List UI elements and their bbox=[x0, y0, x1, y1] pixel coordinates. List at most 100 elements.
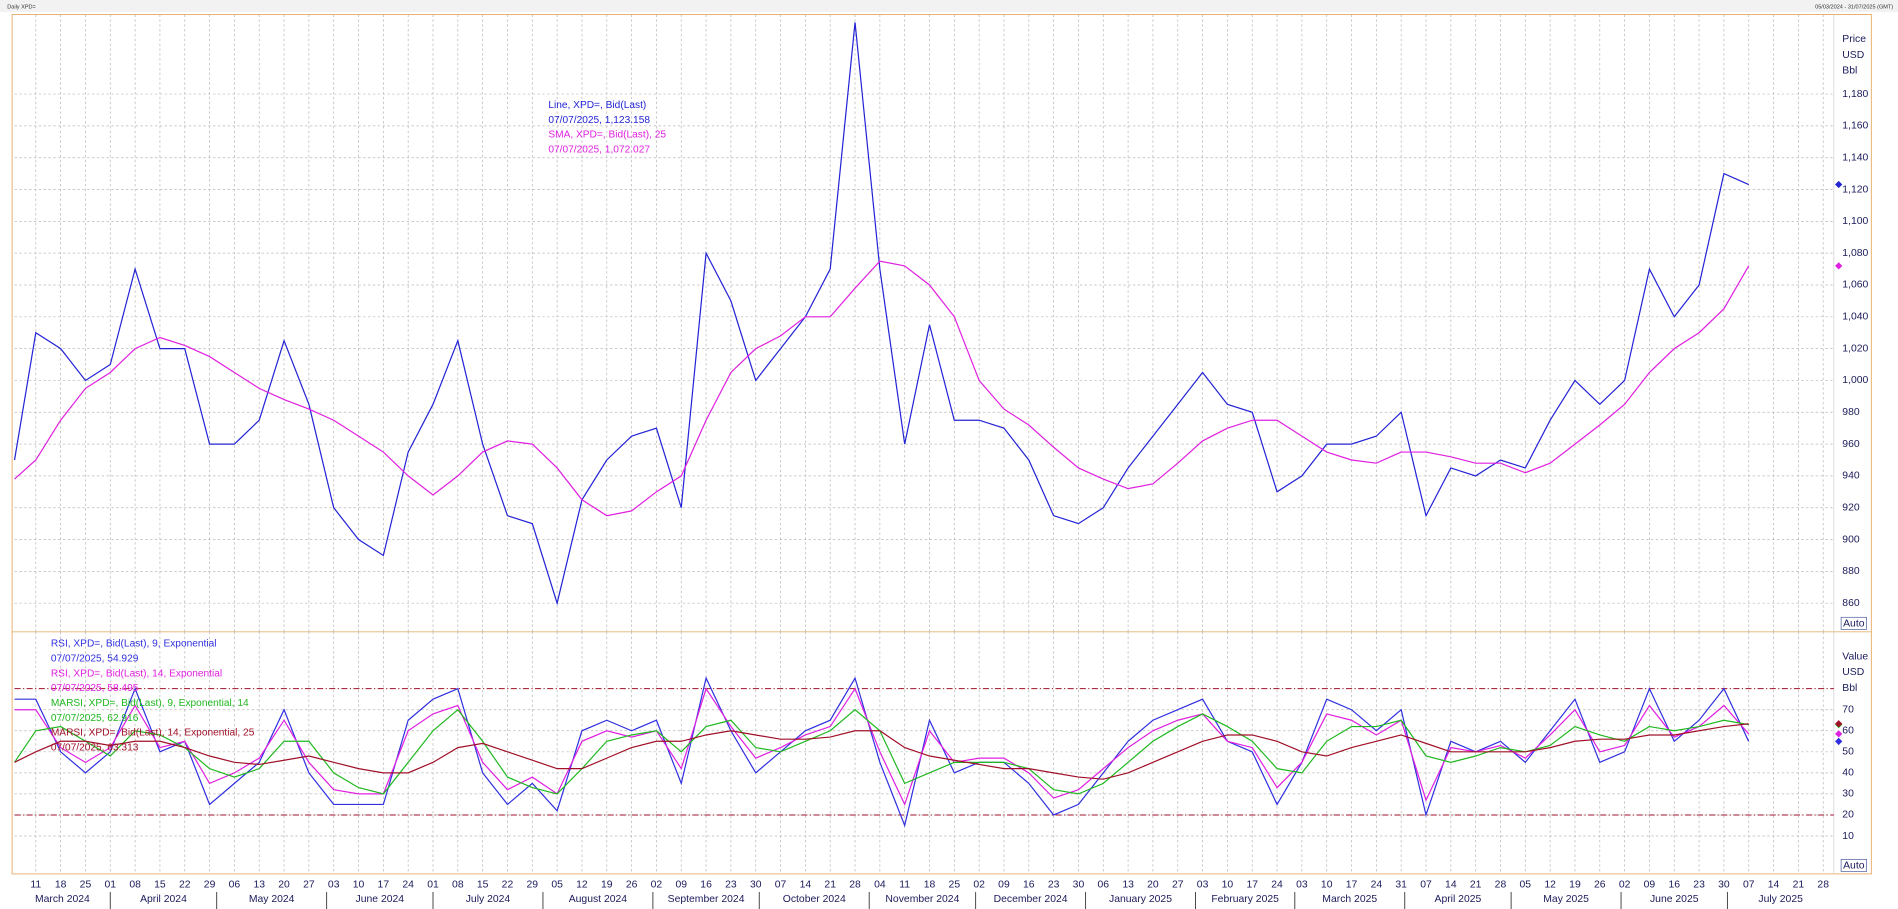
x-tick-label: 11 bbox=[899, 880, 910, 891]
last-value-marker bbox=[1835, 180, 1843, 189]
x-tick-label: 02 bbox=[973, 880, 985, 891]
x-tick-label: 28 bbox=[1817, 880, 1829, 891]
y-tick-label: 1,040 bbox=[1842, 312, 1868, 323]
x-tick-label: 24 bbox=[1271, 880, 1283, 891]
axis-unit-label: Bbl bbox=[1842, 683, 1857, 694]
month-label: February 2025 bbox=[1211, 894, 1279, 905]
month-label: August 2024 bbox=[569, 894, 628, 905]
month-label: November 2024 bbox=[885, 894, 959, 905]
x-tick-label: 24 bbox=[1371, 880, 1383, 891]
month-label: June 2024 bbox=[356, 894, 405, 905]
auto-button[interactable] bbox=[1840, 616, 1867, 630]
month-label: September 2024 bbox=[668, 894, 745, 905]
series-line bbox=[14, 676, 1750, 828]
month-label: December 2024 bbox=[994, 894, 1068, 905]
x-tick-label: 02 bbox=[1619, 880, 1631, 891]
x-tick-label: 31 bbox=[1395, 880, 1407, 891]
y-tick-label: 1,080 bbox=[1842, 248, 1868, 259]
x-tick-label: 17 bbox=[1346, 880, 1358, 891]
x-tick-label: 19 bbox=[601, 880, 613, 891]
x-tick-label: 13 bbox=[253, 880, 265, 891]
month-label: April 2025 bbox=[1435, 894, 1482, 905]
month-label: October 2024 bbox=[783, 894, 846, 905]
axis-unit-label: Price bbox=[1842, 34, 1866, 45]
x-tick-label: 19 bbox=[1569, 880, 1581, 891]
x-tick-label: 18 bbox=[924, 880, 936, 891]
x-tick-label: 23 bbox=[1048, 880, 1060, 891]
month-label: May 2025 bbox=[1543, 894, 1589, 905]
last-value-marker bbox=[1835, 262, 1843, 270]
x-tick-label: 20 bbox=[1147, 880, 1159, 891]
x-tick-label: 29 bbox=[527, 880, 539, 891]
marks-layer bbox=[13, 22, 1843, 828]
x-tick-label: 07 bbox=[1743, 880, 1755, 891]
legend-label: MARSI, XPD=, Bid(Last), 9, Exponential, … bbox=[51, 698, 249, 709]
x-tick-label: 26 bbox=[1594, 880, 1606, 891]
chart-header-right: 05/03/2024 - 31/07/2025 (GMT) bbox=[1815, 5, 1893, 11]
x-tick-label: 17 bbox=[1246, 880, 1258, 891]
title-bar bbox=[0, 0, 1898, 13]
x-tick-label: 28 bbox=[849, 880, 861, 891]
x-tick-label: 10 bbox=[1321, 880, 1333, 891]
legend-label: Line, XPD=, Bid(Last) bbox=[548, 100, 646, 111]
month-label: January 2025 bbox=[1109, 894, 1172, 905]
legend-label: MARSI, XPD=, Bid(Last), 14, Exponential,… bbox=[51, 728, 255, 739]
x-tick-label: 09 bbox=[1644, 880, 1656, 891]
legend-label: SMA, XPD=, Bid(Last), 25 bbox=[548, 130, 666, 141]
month-label: March 2024 bbox=[35, 894, 90, 905]
y-tick-label: 30 bbox=[1842, 789, 1854, 800]
x-tick-label: 03 bbox=[1197, 880, 1209, 891]
x-tick-label: 24 bbox=[402, 880, 414, 891]
x-tick-label: 06 bbox=[1097, 880, 1109, 891]
x-tick-label: 30 bbox=[750, 880, 762, 891]
x-tick-label: 01 bbox=[104, 880, 116, 891]
axis-unit-label: USD bbox=[1842, 667, 1864, 678]
legend-value: 07/07/2025, 1,072.027 bbox=[548, 145, 650, 156]
auto-button-label[interactable]: Auto bbox=[1843, 860, 1865, 871]
month-label: July 2024 bbox=[466, 894, 511, 905]
x-tick-label: 13 bbox=[1122, 880, 1134, 891]
auto-button[interactable] bbox=[1840, 859, 1867, 872]
x-tick-label: 28 bbox=[1495, 880, 1507, 891]
x-tick-label: 16 bbox=[700, 880, 712, 891]
x-tick-label: 23 bbox=[725, 880, 737, 891]
x-tick-label: 25 bbox=[80, 880, 92, 891]
x-tick-label: 18 bbox=[55, 880, 67, 891]
x-tick-label: 08 bbox=[129, 880, 141, 891]
last-value-marker bbox=[1835, 737, 1843, 746]
x-tick-label: 09 bbox=[675, 880, 687, 891]
x-tick-label: 26 bbox=[626, 880, 638, 891]
x-tick-label: 11 bbox=[30, 880, 41, 891]
y-tick-label: 1,020 bbox=[1842, 343, 1868, 354]
legend-label: RSI, XPD=, Bid(Last), 14, Exponential bbox=[51, 668, 222, 679]
x-tick-label: 30 bbox=[1073, 880, 1085, 891]
y-tick-label: 900 bbox=[1842, 534, 1860, 545]
y-tick-label: 1,140 bbox=[1842, 152, 1868, 163]
y-tick-label: 1,060 bbox=[1842, 280, 1868, 291]
x-tick-label: 02 bbox=[651, 880, 663, 891]
auto-button-label[interactable]: Auto bbox=[1843, 618, 1865, 629]
x-tick-label: 15 bbox=[154, 880, 166, 891]
x-tick-label: 12 bbox=[576, 880, 588, 891]
x-tick-label: 06 bbox=[229, 880, 241, 891]
legend-value: 07/07/2025, 58.495 bbox=[51, 683, 139, 694]
x-tick-label: 22 bbox=[179, 880, 191, 891]
month-label: July 2025 bbox=[1758, 894, 1803, 905]
y-tick-label: 880 bbox=[1842, 566, 1860, 577]
x-tick-label: 04 bbox=[874, 880, 886, 891]
x-tick-label: 22 bbox=[502, 880, 514, 891]
legend-value: 07/07/2025, 54.929 bbox=[51, 654, 139, 665]
x-tick-label: 10 bbox=[353, 880, 365, 891]
y-tick-label: 960 bbox=[1842, 439, 1860, 450]
x-tick-label: 27 bbox=[1172, 880, 1184, 891]
chart-header-left: Daily XPD= bbox=[7, 5, 36, 11]
legend-value: 07/07/2025, 63.313 bbox=[51, 742, 139, 753]
x-tick-label: 23 bbox=[1693, 880, 1705, 891]
month-label: May 2024 bbox=[249, 894, 295, 905]
y-tick-label: 920 bbox=[1842, 502, 1860, 513]
x-tick-label: 29 bbox=[204, 880, 216, 891]
x-tick-label: 09 bbox=[998, 880, 1010, 891]
y-tick-label: 940 bbox=[1842, 471, 1860, 482]
month-label: April 2024 bbox=[140, 894, 187, 905]
y-tick-label: 10 bbox=[1842, 831, 1854, 842]
